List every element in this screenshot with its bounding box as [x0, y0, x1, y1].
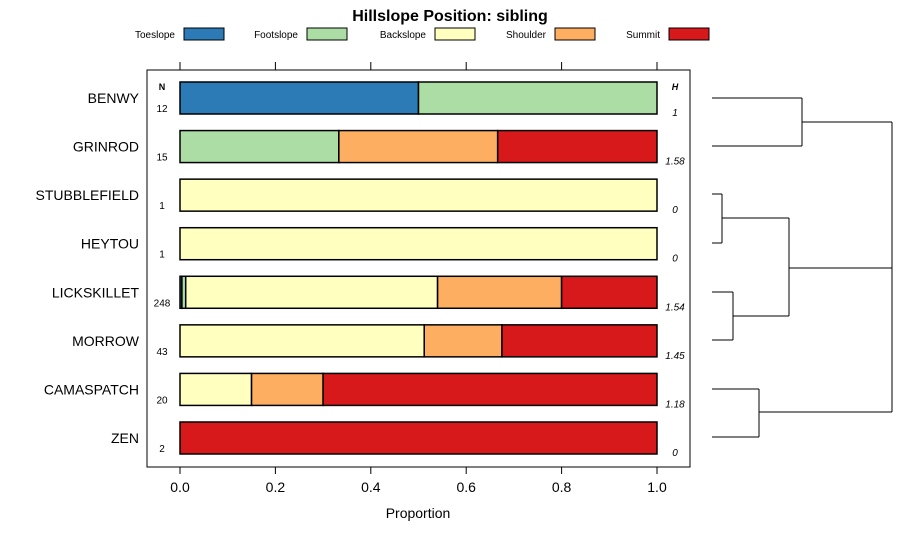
- plot-frame: [146, 69, 691, 468]
- category-label: MORROW: [72, 333, 140, 349]
- chart-title: Hillslope Position: sibling: [352, 8, 548, 25]
- h-value: 1.45: [665, 351, 685, 362]
- bar-row: HEYTOU 1 0: [81, 226, 678, 265]
- legend-swatch-footslope: [306, 27, 348, 41]
- bar-segment-shoulder: [250, 372, 324, 407]
- bar-row: LICKSKILLET 248 1.54: [52, 275, 685, 313]
- x-axis-label: Proportion: [386, 505, 451, 521]
- h-value: 1.54: [665, 302, 685, 313]
- legend-label-backslope: Backslope: [380, 30, 427, 41]
- n-header: N: [159, 82, 166, 92]
- x-tick-label: 0.8: [552, 479, 572, 495]
- bar-segment-backslope: [179, 324, 425, 358]
- bar-segment-summit: [322, 372, 658, 407]
- bar-segment-footslope: [417, 81, 658, 115]
- bar-segment-backslope: [179, 178, 658, 212]
- bar-row: CAMASPATCH 20 1.18: [44, 372, 685, 410]
- bar-segment-summit: [501, 324, 658, 358]
- bar-segment-shoulder: [423, 324, 503, 358]
- dendrogram: [712, 97, 893, 438]
- h-value: 1: [672, 108, 678, 119]
- bar-segment-backslope: [179, 226, 658, 261]
- n-value: 1: [159, 201, 165, 212]
- bar-segment-backslope: [184, 275, 439, 310]
- x-tick-label: 0.2: [266, 479, 286, 495]
- n-value: 248: [154, 298, 171, 309]
- legend-swatch-toeslope: [183, 27, 225, 41]
- bar-segment-summit: [179, 421, 658, 455]
- x-tick-label: 0.0: [170, 479, 190, 495]
- n-value: 43: [156, 347, 168, 358]
- bar-segment-summit: [560, 275, 658, 310]
- bar-row: GRINROD 15 1.58: [73, 129, 685, 168]
- h-value: 0: [672, 254, 678, 265]
- n-value: 2: [159, 444, 165, 455]
- legend-label-summit: Summit: [626, 30, 660, 41]
- h-value: 0: [672, 448, 678, 459]
- category-label: LICKSKILLET: [52, 284, 140, 300]
- n-value: 15: [156, 153, 168, 164]
- category-label: HEYTOU: [81, 236, 139, 252]
- bar-segment-toeslope: [179, 81, 420, 115]
- legend: Toeslope Footslope Backslope Shoulder Summit: [135, 27, 710, 41]
- x-tick-label: 1.0: [647, 479, 667, 495]
- h-header: H: [672, 82, 679, 92]
- bar-row: ZEN 2 0: [111, 421, 678, 459]
- category-label: BENWY: [88, 90, 140, 106]
- legend-label-toeslope: Toeslope: [135, 30, 175, 41]
- category-label: GRINROD: [73, 139, 139, 155]
- bar-row: BENWY 12 1: [88, 81, 678, 119]
- bar-segment-backslope: [179, 372, 253, 407]
- h-value: 1.18: [665, 399, 685, 410]
- bar-segment-shoulder: [436, 275, 563, 310]
- bar-row: MORROW 43 1.45: [72, 324, 685, 362]
- h-value: 1.58: [665, 157, 685, 168]
- legend-label-shoulder: Shoulder: [506, 30, 547, 41]
- legend-swatch-backslope: [434, 27, 476, 41]
- n-value: 1: [159, 250, 165, 261]
- x-tick-label: 0.4: [361, 479, 381, 495]
- category-label: STUBBLEFIELD: [36, 187, 139, 203]
- bar-segment-shoulder: [338, 129, 499, 164]
- h-value: 0: [672, 205, 678, 216]
- legend-label-footslope: Footslope: [254, 30, 298, 41]
- legend-swatch-shoulder: [554, 27, 596, 41]
- bar-segment-summit: [496, 129, 658, 164]
- n-value: 20: [156, 395, 168, 406]
- top-axis-ticks: [179, 62, 658, 70]
- legend-swatch-summit: [668, 27, 710, 41]
- category-label: ZEN: [111, 430, 139, 446]
- n-value: 12: [156, 104, 168, 115]
- bar-segment-footslope: [179, 129, 340, 164]
- category-label: CAMASPATCH: [44, 381, 139, 397]
- x-axis: 0.0 0.2 0.4 0.6 0.8 1.0: [170, 467, 667, 495]
- x-tick-label: 0.6: [456, 479, 476, 495]
- bar-row: STUBBLEFIELD 1 0: [36, 178, 678, 216]
